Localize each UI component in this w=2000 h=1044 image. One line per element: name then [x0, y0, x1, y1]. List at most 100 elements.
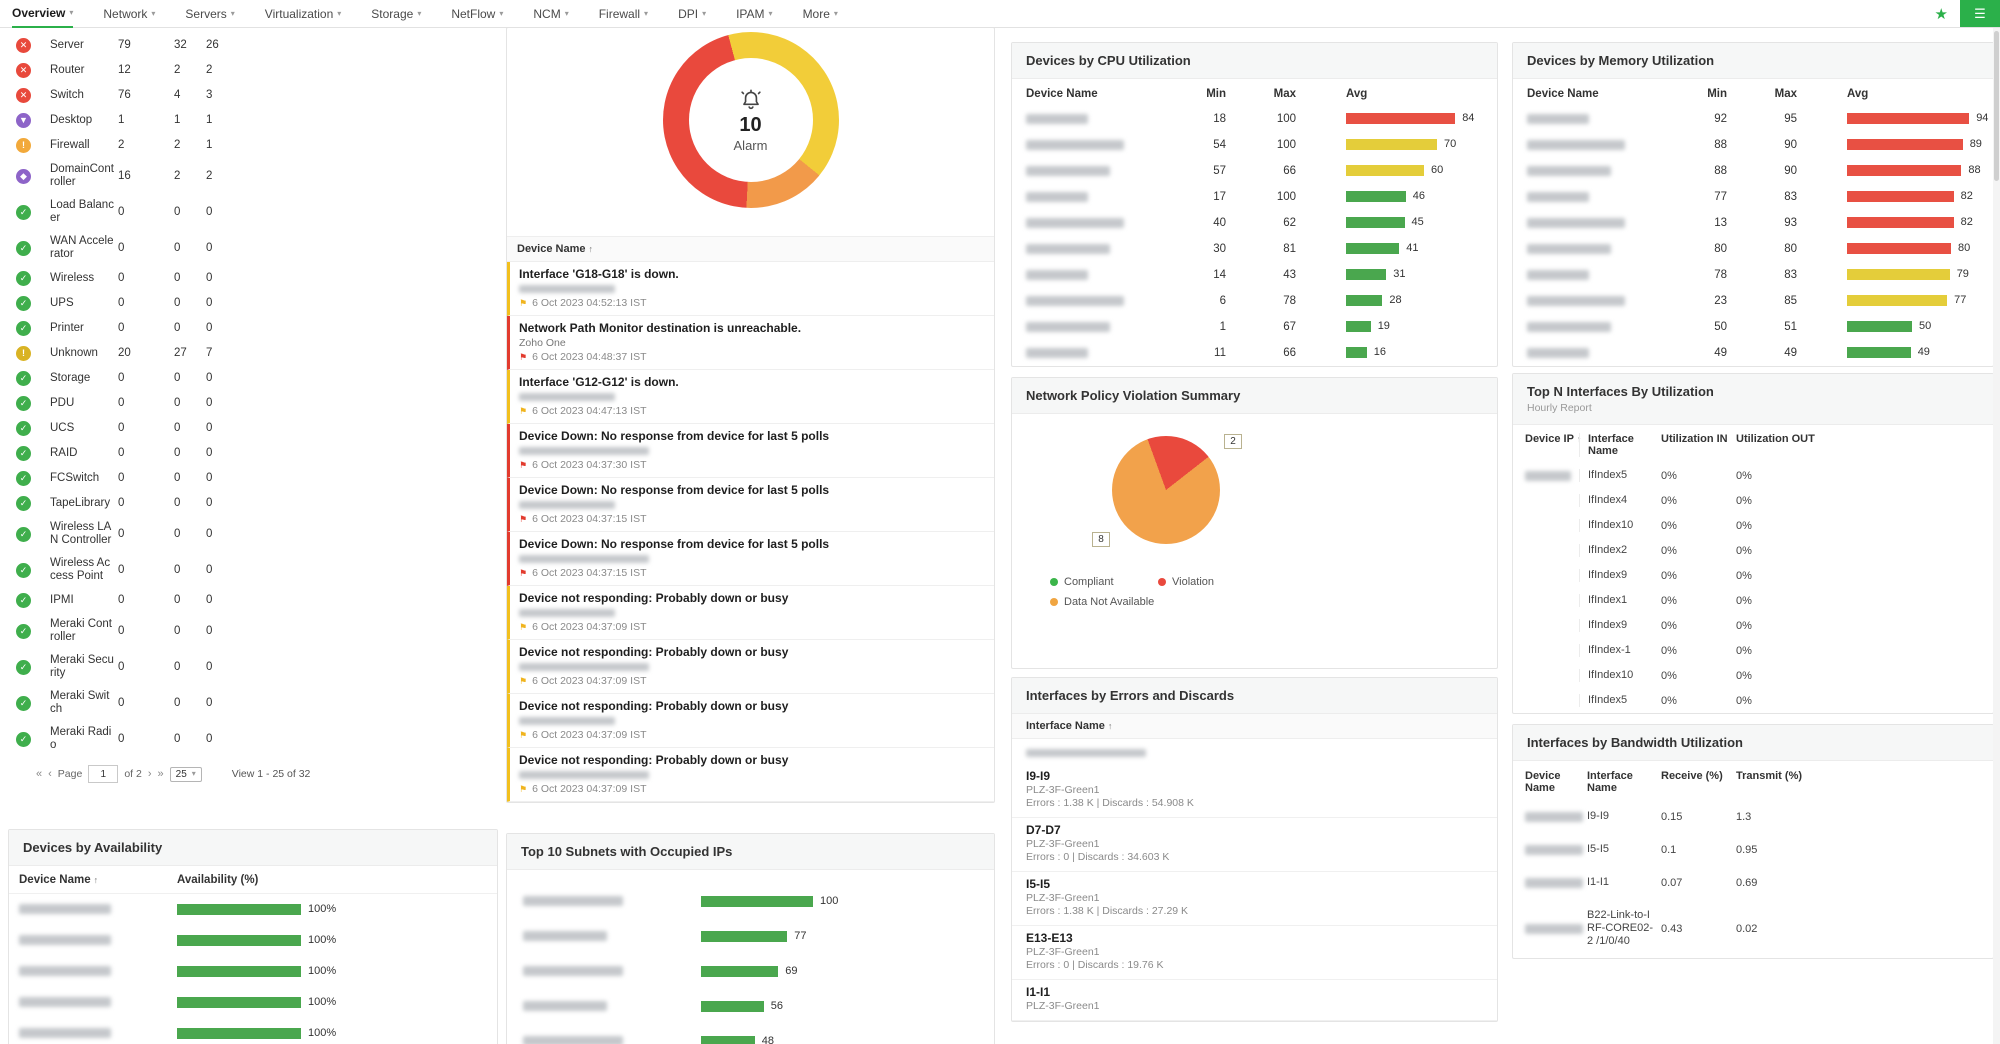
- col-header-device-name[interactable]: Device Name ↑: [19, 874, 99, 886]
- device-count-total[interactable]: 0: [118, 322, 125, 334]
- device-count-total[interactable]: 0: [118, 422, 125, 434]
- dashboard-menu-button[interactable]: ☰: [1960, 0, 2000, 27]
- device-count-3[interactable]: 0: [206, 322, 213, 334]
- interface-error-item[interactable]: I9-I9 PLZ-3F-Green1 Errors : 1.38 K | Di…: [1012, 764, 1497, 818]
- device-count-3[interactable]: 0: [206, 563, 213, 576]
- device-count-2[interactable]: 0: [174, 497, 181, 509]
- nav-tab[interactable]: More ▾: [803, 0, 838, 27]
- interface-name[interactable]: IfIndex9: [1579, 569, 1661, 582]
- device-count-3[interactable]: 0: [206, 660, 213, 673]
- device-count-3[interactable]: 3: [206, 89, 213, 101]
- col-header-device-name[interactable]: Device Name: [1527, 88, 1599, 100]
- interface-name[interactable]: IfIndex10: [1579, 519, 1661, 532]
- device-count-2[interactable]: 0: [174, 527, 181, 540]
- device-count-total[interactable]: 0: [118, 297, 125, 309]
- interface-name[interactable]: IfIndex9: [1579, 619, 1661, 632]
- interface-name[interactable]: I9-I9: [1587, 810, 1610, 822]
- device-count-2[interactable]: 0: [174, 660, 181, 673]
- interface-error-item[interactable]: I5-I5 PLZ-3F-Green1 Errors : 1.38 K | Di…: [1012, 872, 1497, 926]
- device-count-total[interactable]: 0: [118, 372, 125, 384]
- device-count-3[interactable]: 0: [206, 372, 213, 384]
- legend-item[interactable]: Violation: [1158, 576, 1497, 588]
- device-count-2[interactable]: 27: [174, 347, 187, 359]
- nav-tab[interactable]: Virtualization ▾: [265, 0, 342, 27]
- col-header-interface-name[interactable]: Interface Name: [1587, 770, 1633, 794]
- device-count-3[interactable]: 0: [206, 205, 213, 218]
- alarm-list-item[interactable]: Interface 'G18-G18' is down. ⚑ 6 Oct 2023…: [507, 262, 994, 316]
- device-count-2[interactable]: 0: [174, 397, 181, 409]
- device-count-total[interactable]: 0: [118, 397, 125, 409]
- device-count-total[interactable]: 0: [118, 527, 125, 540]
- device-count-3[interactable]: 1: [206, 139, 213, 151]
- scrollbar-thumb[interactable]: [1994, 31, 1999, 181]
- device-count-2[interactable]: 2: [174, 169, 181, 182]
- device-count-3[interactable]: 0: [206, 624, 213, 637]
- errors-list-header[interactable]: Interface Name ↑: [1012, 714, 1497, 739]
- device-count-total[interactable]: 0: [118, 472, 125, 484]
- legend-item[interactable]: Data Not Available: [1050, 596, 1158, 608]
- alarm-list-item[interactable]: Device Down: No response from device for…: [507, 478, 994, 532]
- device-count-3[interactable]: 0: [206, 594, 213, 606]
- device-count-2[interactable]: 0: [174, 732, 181, 745]
- nav-tab[interactable]: NetFlow ▾: [451, 0, 503, 27]
- device-count-2[interactable]: 2: [174, 139, 181, 151]
- page-scrollbar[interactable]: [1993, 27, 2000, 1044]
- alarm-list-item[interactable]: Device Down: No response from device for…: [507, 424, 994, 478]
- device-count-2[interactable]: 0: [174, 272, 181, 284]
- device-count-2[interactable]: 4: [174, 89, 181, 101]
- interface-name[interactable]: IfIndex4: [1579, 494, 1661, 507]
- col-header-receive[interactable]: Receive (%): [1661, 770, 1723, 782]
- interface-name[interactable]: IfIndex2: [1579, 544, 1661, 557]
- device-count-3[interactable]: 0: [206, 497, 213, 509]
- device-count-3[interactable]: 2: [206, 64, 213, 76]
- col-header-device-ip[interactable]: Device IP ↑: [1525, 433, 1582, 445]
- col-header-utilization-in[interactable]: Utilization IN: [1661, 433, 1728, 445]
- col-header-utilization-out[interactable]: Utilization OUT: [1736, 433, 1815, 445]
- device-count-2[interactable]: 0: [174, 241, 181, 254]
- device-count-2[interactable]: 2: [174, 64, 181, 76]
- device-count-total[interactable]: 79: [118, 39, 131, 51]
- page-number-input[interactable]: [88, 765, 119, 783]
- device-count-3[interactable]: 1: [206, 114, 213, 126]
- col-header-max[interactable]: Max: [1774, 88, 1797, 100]
- nav-tab[interactable]: Network ▾: [103, 0, 155, 27]
- nav-tab[interactable]: Firewall ▾: [599, 0, 648, 27]
- device-count-3[interactable]: 0: [206, 447, 213, 459]
- device-count-total[interactable]: 0: [118, 497, 125, 509]
- prev-page-icon[interactable]: ‹: [48, 767, 52, 780]
- nav-tab[interactable]: Overview ▾: [12, 0, 74, 28]
- device-count-total[interactable]: 0: [118, 732, 125, 745]
- device-count-total[interactable]: 0: [118, 660, 125, 673]
- alarm-list-item[interactable]: Device not responding: Probably down or …: [507, 586, 994, 640]
- device-count-2[interactable]: 0: [174, 624, 181, 637]
- device-count-2[interactable]: 0: [174, 447, 181, 459]
- first-page-icon[interactable]: «: [36, 767, 43, 780]
- alarm-list-item[interactable]: Network Path Monitor destination is unre…: [507, 316, 994, 370]
- nav-tab[interactable]: Storage ▾: [371, 0, 421, 27]
- device-count-2[interactable]: 32: [174, 39, 187, 51]
- device-count-total[interactable]: 0: [118, 594, 125, 606]
- interface-name[interactable]: IfIndex10: [1579, 669, 1661, 682]
- device-count-3[interactable]: 26: [206, 39, 219, 51]
- nav-tab[interactable]: NCM ▾: [533, 0, 568, 27]
- device-count-2[interactable]: 0: [174, 372, 181, 384]
- device-count-total[interactable]: 0: [118, 624, 125, 637]
- device-count-3[interactable]: 0: [206, 297, 213, 309]
- device-count-3[interactable]: 0: [206, 527, 213, 540]
- device-count-3[interactable]: 7: [206, 347, 213, 359]
- col-header-min[interactable]: Min: [1206, 88, 1226, 100]
- interface-name[interactable]: IfIndex-1: [1579, 644, 1661, 657]
- favorite-star-icon[interactable]: ★: [1934, 5, 1948, 23]
- device-count-3[interactable]: 0: [206, 397, 213, 409]
- alarm-list-item[interactable]: Device not responding: Probably down or …: [507, 748, 994, 802]
- device-count-3[interactable]: 0: [206, 241, 213, 254]
- device-count-total[interactable]: 2: [118, 139, 125, 151]
- page-size-select[interactable]: 25 ▾: [169, 766, 202, 782]
- interface-error-item[interactable]: D7-D7 PLZ-3F-Green1 Errors : 0 | Discard…: [1012, 818, 1497, 872]
- device-count-total[interactable]: 20: [118, 347, 131, 359]
- col-header-availability[interactable]: Availability (%): [177, 874, 259, 886]
- col-header-min[interactable]: Min: [1707, 88, 1727, 100]
- device-count-2[interactable]: 0: [174, 594, 181, 606]
- interface-name[interactable]: B22-Link-to-I RF-CORE02-2 /1/0/40: [1587, 909, 1654, 947]
- nav-tab[interactable]: DPI ▾: [678, 0, 706, 27]
